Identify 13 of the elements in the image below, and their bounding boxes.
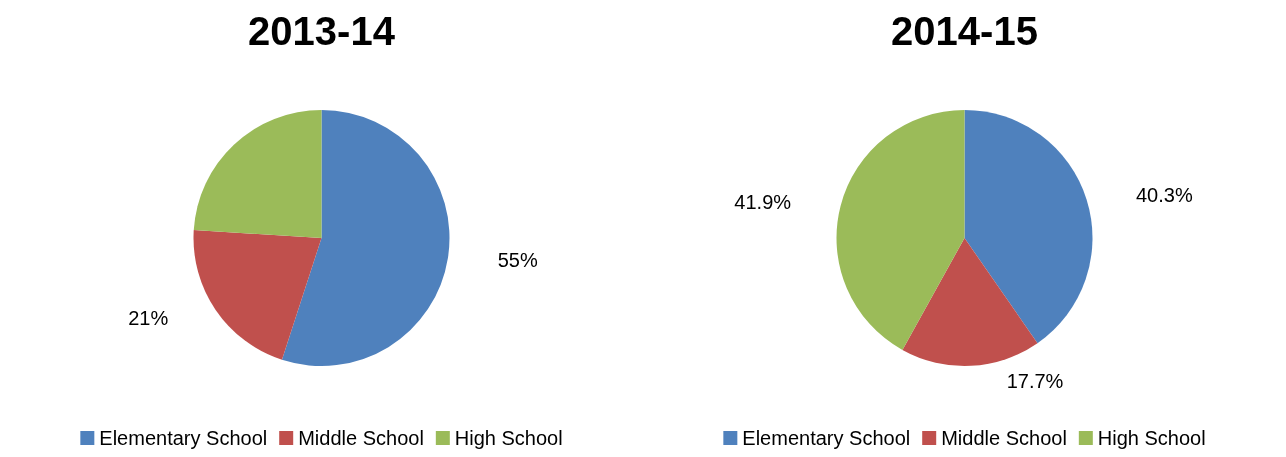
legend-label: High School bbox=[454, 427, 563, 449]
legend-label: Middle School bbox=[941, 427, 1067, 449]
data-label: 55% bbox=[497, 249, 538, 272]
data-label: 41.9% bbox=[734, 191, 792, 214]
legend-label: High School bbox=[1097, 427, 1206, 449]
chart-title: 2013-14 bbox=[248, 9, 396, 53]
data-label: 17.7% bbox=[1006, 369, 1064, 392]
legend-label: Middle School bbox=[298, 427, 424, 449]
legend-label: Elementary School bbox=[742, 427, 911, 449]
legend-label: Elementary School bbox=[99, 427, 268, 449]
data-label: 21% bbox=[128, 307, 169, 330]
chart-title: 2014-15 bbox=[891, 9, 1038, 53]
data-label: 40.3% bbox=[1135, 184, 1193, 207]
